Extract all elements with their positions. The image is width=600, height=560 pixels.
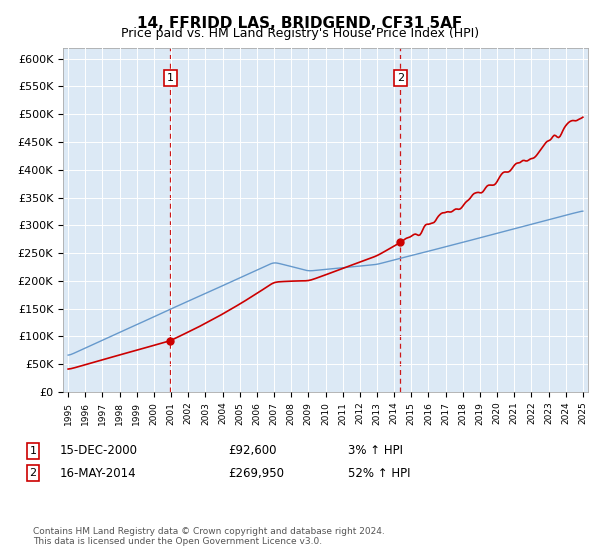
Text: 1: 1: [167, 73, 174, 83]
Text: £92,600: £92,600: [228, 444, 277, 458]
Text: 3% ↑ HPI: 3% ↑ HPI: [348, 444, 403, 458]
Text: 15-DEC-2000: 15-DEC-2000: [60, 444, 138, 458]
Text: 14, FFRIDD LAS, BRIDGEND, CF31 5AF: 14, FFRIDD LAS, BRIDGEND, CF31 5AF: [137, 16, 463, 31]
Text: 52% ↑ HPI: 52% ↑ HPI: [348, 466, 410, 480]
Text: £269,950: £269,950: [228, 466, 284, 480]
Text: Price paid vs. HM Land Registry's House Price Index (HPI): Price paid vs. HM Land Registry's House …: [121, 27, 479, 40]
Text: 1: 1: [29, 446, 37, 456]
Text: 2: 2: [29, 468, 37, 478]
Text: Contains HM Land Registry data © Crown copyright and database right 2024.
This d: Contains HM Land Registry data © Crown c…: [33, 526, 385, 546]
Text: 2: 2: [397, 73, 404, 83]
Text: 16-MAY-2014: 16-MAY-2014: [60, 466, 137, 480]
